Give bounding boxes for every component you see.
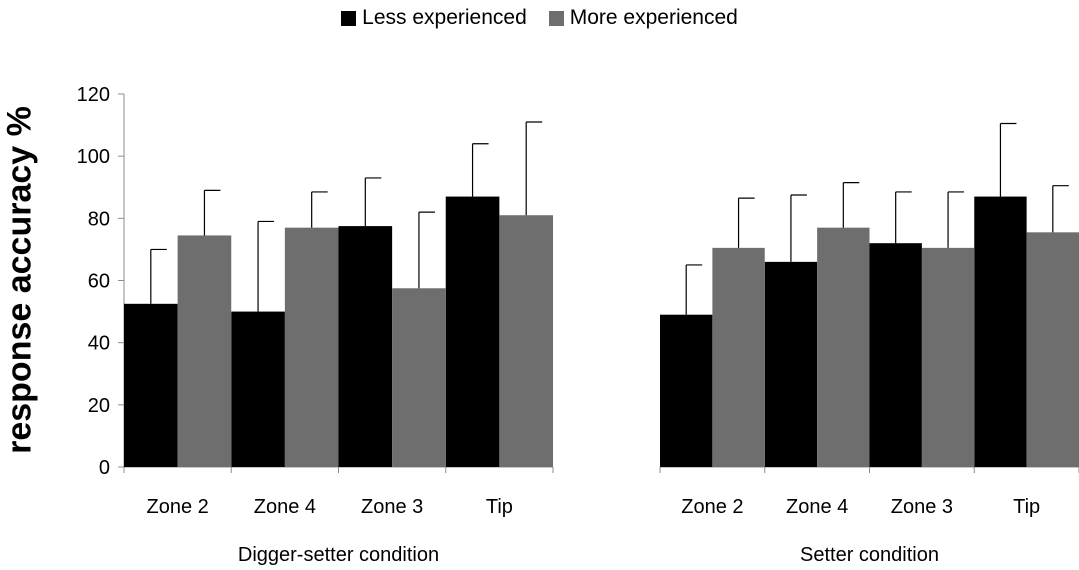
legend-label-less-experienced: Less experienced bbox=[362, 6, 527, 29]
legend-label-more-experienced: More experienced bbox=[569, 6, 738, 29]
category-label: Zone 3 bbox=[891, 496, 953, 518]
bar bbox=[921, 247, 975, 467]
legend-item-more-experienced: More experienced bbox=[548, 6, 738, 30]
y-tick-label: 40 bbox=[88, 333, 110, 355]
bar bbox=[817, 227, 870, 467]
category-label: Zone 3 bbox=[361, 496, 423, 518]
y-tick-label: 60 bbox=[88, 271, 110, 293]
y-tick-label: 20 bbox=[88, 395, 110, 417]
category-label: Zone 2 bbox=[146, 496, 208, 518]
legend: Less experienced More experienced bbox=[0, 6, 1079, 30]
category-label: Zone 2 bbox=[681, 496, 743, 518]
bar bbox=[869, 243, 922, 467]
bar bbox=[764, 261, 818, 467]
bar bbox=[712, 247, 765, 467]
y-tick-label: 100 bbox=[77, 146, 110, 168]
bar bbox=[284, 227, 339, 467]
y-tick-label: 80 bbox=[88, 208, 110, 230]
bar bbox=[338, 226, 393, 467]
category-label: Zone 4 bbox=[786, 496, 848, 518]
bar bbox=[660, 314, 713, 467]
legend-swatch-more-experienced bbox=[548, 10, 564, 26]
bar bbox=[231, 311, 285, 467]
bar bbox=[177, 235, 232, 467]
category-label: Tip bbox=[1013, 496, 1040, 518]
category-label: Zone 4 bbox=[254, 496, 316, 518]
legend-swatch-less-experienced bbox=[341, 10, 357, 26]
category-label: Tip bbox=[486, 496, 513, 518]
bar bbox=[974, 196, 1027, 467]
x-axis-title-1: Digger-setter condition bbox=[238, 544, 439, 566]
y-tick-label: 0 bbox=[99, 457, 110, 479]
bar bbox=[392, 288, 446, 467]
bar bbox=[445, 196, 500, 467]
bar bbox=[499, 215, 553, 467]
x-axis-title-2: Setter condition bbox=[800, 544, 939, 566]
bar bbox=[124, 303, 178, 467]
y-tick-label: 120 bbox=[77, 84, 110, 106]
legend-item-less-experienced: Less experienced bbox=[341, 6, 527, 30]
bar bbox=[1026, 232, 1079, 467]
